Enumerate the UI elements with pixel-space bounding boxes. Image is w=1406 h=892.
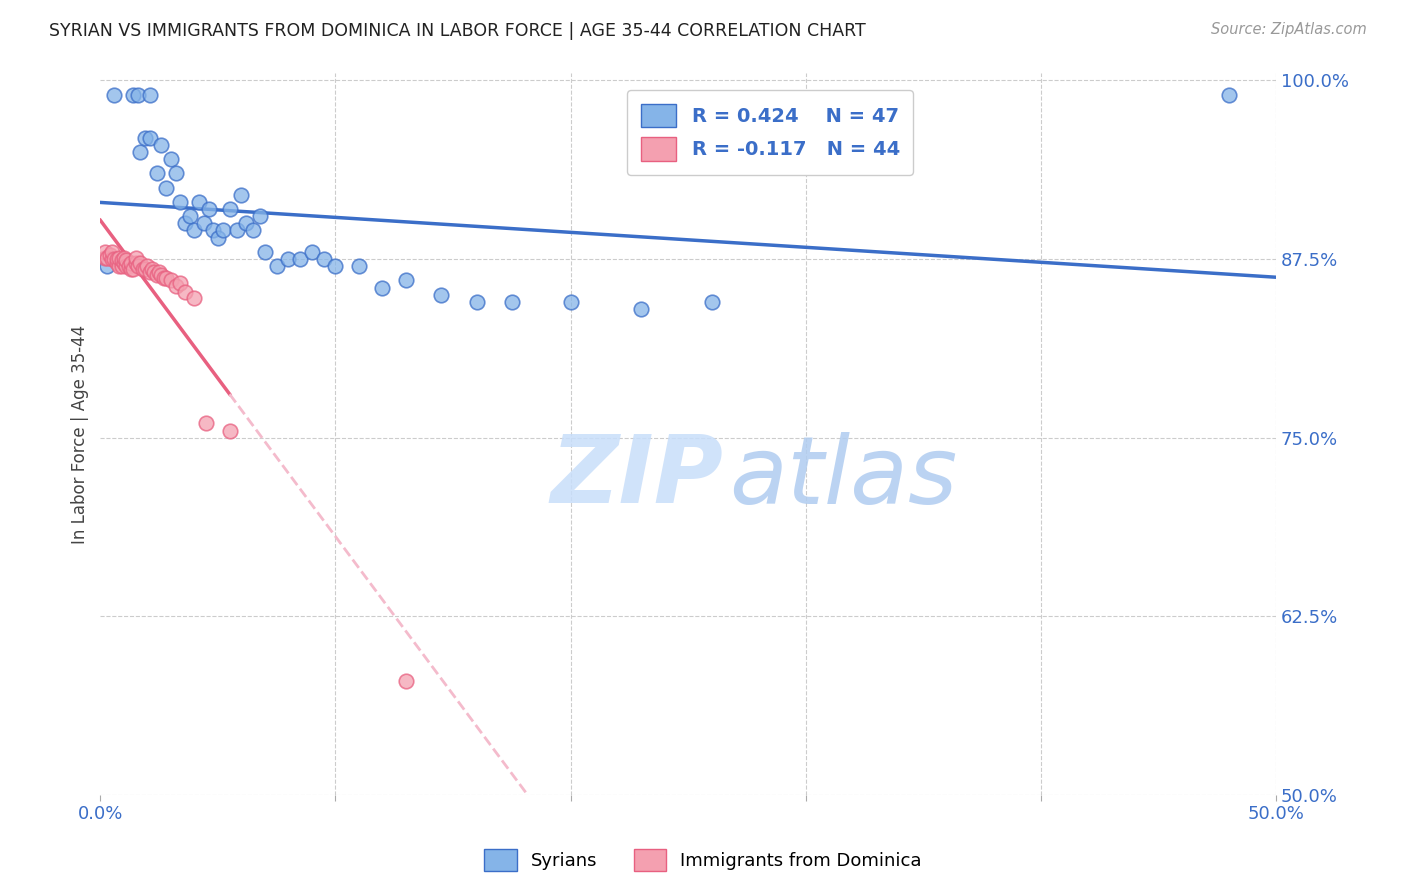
Syrians	[630, 301, 652, 316]
Immigrants from Dominica	[98, 248, 121, 262]
Syrians	[325, 259, 347, 273]
Syrians	[150, 137, 173, 152]
Syrians	[183, 223, 205, 237]
Syrians	[371, 280, 394, 294]
Syrians	[395, 273, 418, 287]
Syrians	[96, 259, 118, 273]
Syrians	[231, 187, 253, 202]
Syrians	[202, 223, 225, 237]
Syrians	[430, 287, 453, 301]
Syrians	[560, 294, 582, 309]
Syrians	[465, 294, 488, 309]
Syrians	[266, 259, 288, 273]
Immigrants from Dominica	[101, 244, 124, 259]
Text: atlas: atlas	[730, 432, 957, 523]
Immigrants from Dominica	[105, 256, 128, 270]
Syrians	[347, 259, 370, 273]
Syrians	[138, 87, 160, 102]
Syrians	[700, 294, 723, 309]
Syrians	[301, 244, 323, 259]
Immigrants from Dominica	[115, 253, 138, 268]
Immigrants from Dominica	[112, 256, 135, 270]
Immigrants from Dominica	[160, 273, 183, 287]
Immigrants from Dominica	[134, 262, 156, 277]
Syrians	[179, 209, 201, 223]
Syrians	[501, 294, 523, 309]
Syrians	[1218, 87, 1240, 102]
Immigrants from Dominica	[148, 265, 170, 279]
Immigrants from Dominica	[155, 270, 177, 285]
Syrians	[193, 216, 215, 230]
Immigrants from Dominica	[169, 277, 191, 291]
Syrians	[290, 252, 312, 266]
Syrians	[225, 223, 247, 237]
Immigrants from Dominica	[117, 259, 139, 273]
Syrians	[235, 216, 257, 230]
Syrians	[127, 87, 149, 102]
Immigrants from Dominica	[165, 279, 187, 293]
Immigrants from Dominica	[395, 673, 418, 688]
Immigrants from Dominica	[195, 417, 218, 431]
Syrians	[188, 194, 211, 209]
Syrians	[122, 87, 145, 102]
Immigrants from Dominica	[174, 285, 197, 299]
Syrians	[277, 252, 299, 266]
Immigrants from Dominica	[103, 252, 125, 266]
Syrians	[253, 244, 276, 259]
Syrians	[165, 166, 187, 180]
Immigrants from Dominica	[112, 251, 135, 265]
Immigrants from Dominica	[131, 262, 153, 277]
Syrians	[218, 202, 240, 216]
Immigrants from Dominica	[183, 291, 205, 305]
Immigrants from Dominica	[110, 253, 132, 268]
Syrians	[211, 223, 233, 237]
Text: Source: ZipAtlas.com: Source: ZipAtlas.com	[1211, 22, 1367, 37]
Immigrants from Dominica	[127, 259, 149, 273]
Immigrants from Dominica	[94, 251, 117, 265]
Immigrants from Dominica	[105, 252, 128, 266]
Immigrants from Dominica	[108, 259, 131, 273]
Immigrants from Dominica	[94, 244, 117, 259]
Immigrants from Dominica	[138, 265, 160, 279]
Syrians	[207, 230, 229, 244]
Syrians	[138, 130, 160, 145]
Syrians	[197, 202, 219, 216]
Immigrants from Dominica	[108, 251, 131, 265]
Immigrants from Dominica	[120, 256, 142, 270]
Immigrants from Dominica	[110, 259, 132, 273]
Text: ZIP: ZIP	[551, 432, 724, 524]
Syrians	[146, 166, 169, 180]
Immigrants from Dominica	[124, 256, 146, 270]
Syrians	[249, 209, 271, 223]
Immigrants from Dominica	[146, 268, 169, 282]
Immigrants from Dominica	[143, 265, 166, 279]
Y-axis label: In Labor Force | Age 35-44: In Labor Force | Age 35-44	[72, 325, 89, 544]
Immigrants from Dominica	[115, 259, 138, 273]
Syrians	[134, 130, 156, 145]
Syrians	[160, 152, 183, 166]
Legend: R = 0.424    N = 47, R = -0.117   N = 44: R = 0.424 N = 47, R = -0.117 N = 44	[627, 90, 914, 175]
Legend: Syrians, Immigrants from Dominica: Syrians, Immigrants from Dominica	[477, 842, 929, 879]
Immigrants from Dominica	[153, 270, 176, 285]
Immigrants from Dominica	[150, 268, 173, 282]
Syrians	[242, 223, 264, 237]
Immigrants from Dominica	[141, 262, 163, 277]
Syrians	[174, 216, 197, 230]
Immigrants from Dominica	[218, 424, 240, 438]
Syrians	[129, 145, 152, 159]
Immigrants from Dominica	[124, 251, 146, 265]
Syrians	[155, 180, 177, 194]
Immigrants from Dominica	[136, 259, 159, 273]
Immigrants from Dominica	[120, 262, 142, 277]
Immigrants from Dominica	[129, 256, 152, 270]
Immigrants from Dominica	[96, 251, 118, 265]
Immigrants from Dominica	[122, 262, 145, 277]
Syrians	[103, 87, 125, 102]
Syrians	[169, 194, 191, 209]
Syrians	[818, 130, 841, 145]
Immigrants from Dominica	[101, 252, 124, 266]
Syrians	[312, 252, 335, 266]
Text: SYRIAN VS IMMIGRANTS FROM DOMINICA IN LABOR FORCE | AGE 35-44 CORRELATION CHART: SYRIAN VS IMMIGRANTS FROM DOMINICA IN LA…	[49, 22, 866, 40]
